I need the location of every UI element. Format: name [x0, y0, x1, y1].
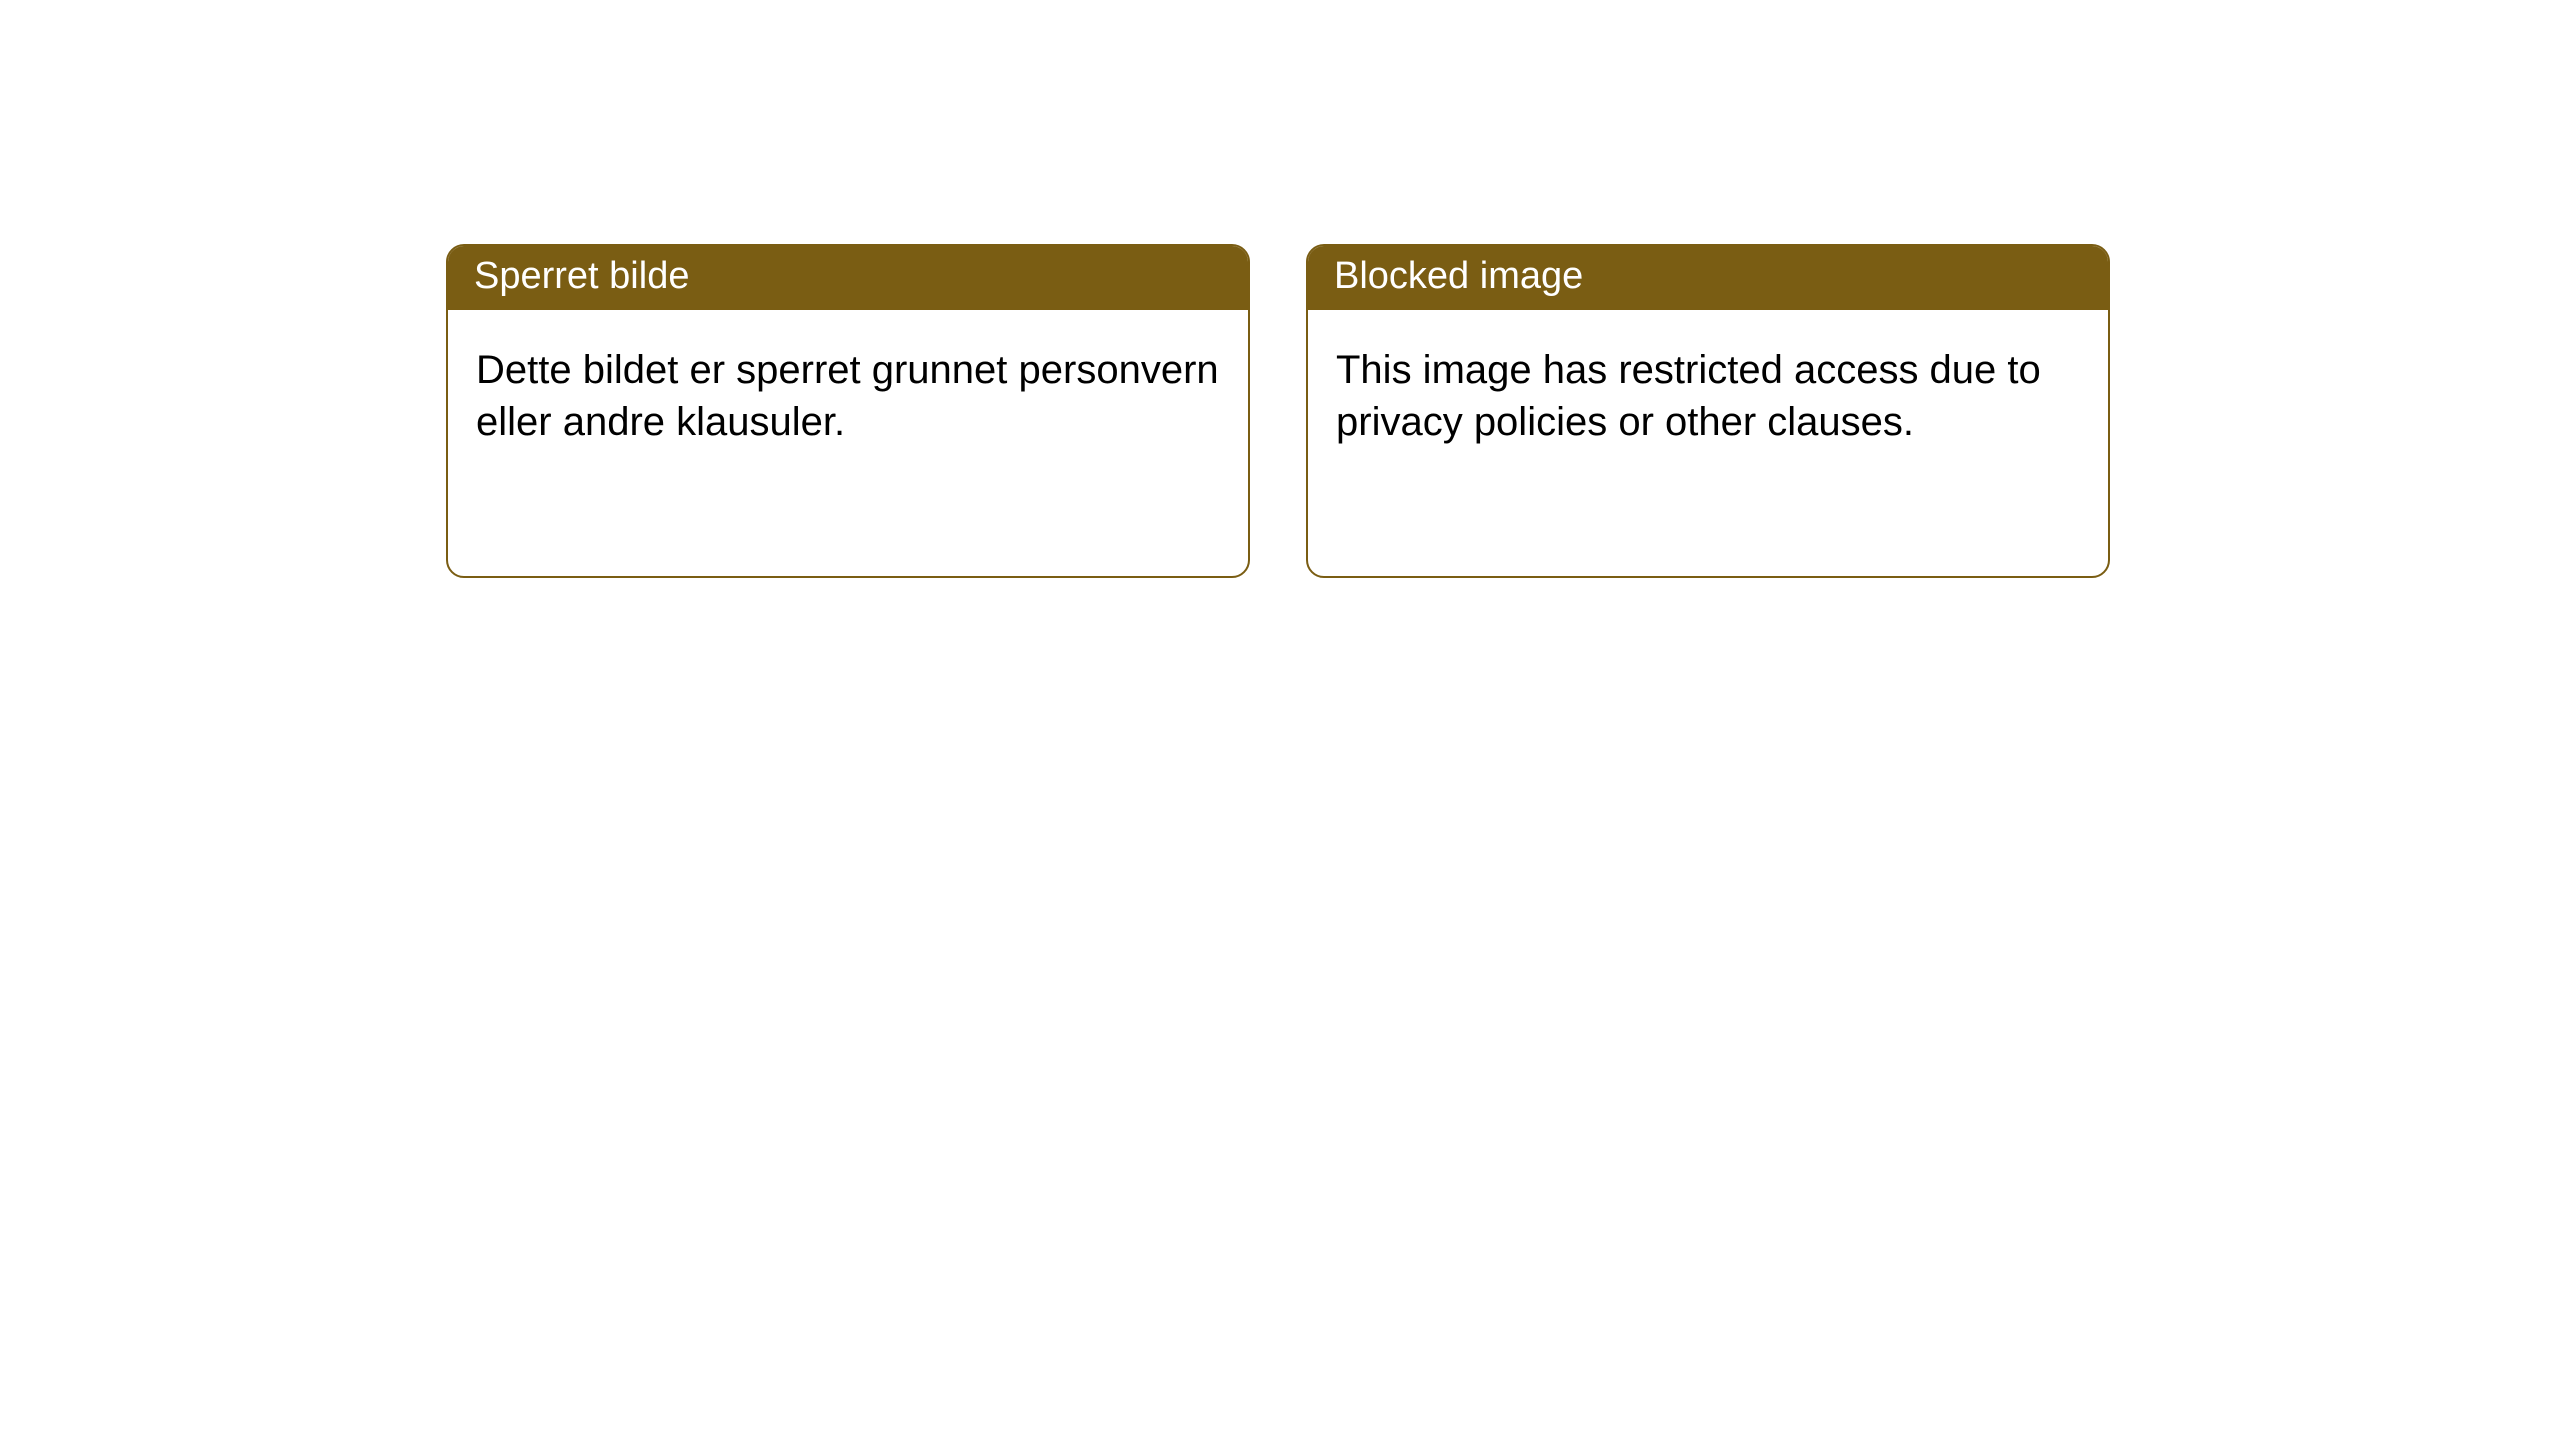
card-header: Blocked image — [1308, 246, 2108, 310]
card-body-text: Dette bildet er sperret grunnet personve… — [476, 348, 1219, 444]
notice-container: Sperret bilde Dette bildet er sperret gr… — [0, 0, 2560, 578]
card-body: Dette bildet er sperret grunnet personve… — [448, 310, 1248, 483]
card-body: This image has restricted access due to … — [1308, 310, 2108, 483]
card-title: Blocked image — [1334, 255, 1583, 297]
notice-card-norwegian: Sperret bilde Dette bildet er sperret gr… — [446, 244, 1250, 578]
notice-card-english: Blocked image This image has restricted … — [1306, 244, 2110, 578]
card-body-text: This image has restricted access due to … — [1336, 348, 2041, 444]
card-title: Sperret bilde — [474, 255, 689, 297]
card-header: Sperret bilde — [448, 246, 1248, 310]
